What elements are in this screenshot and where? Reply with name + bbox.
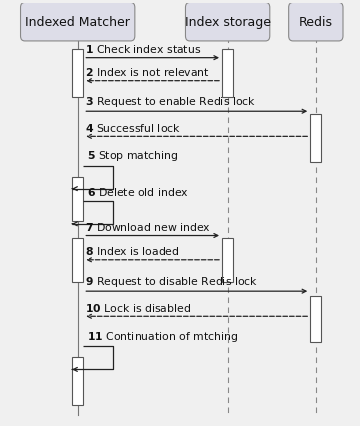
Text: $\mathbf{7}$ Download new index: $\mathbf{7}$ Download new index [85, 221, 211, 233]
Bar [310, 115, 321, 163]
Bar [222, 238, 233, 282]
FancyBboxPatch shape [289, 3, 343, 42]
Bar [72, 50, 83, 98]
Text: $\mathbf{3}$ Request to enable Redis lock: $\mathbf{3}$ Request to enable Redis loc… [85, 95, 256, 109]
Text: Redis: Redis [299, 16, 333, 29]
Text: Indexed Matcher: Indexed Matcher [25, 16, 130, 29]
Text: Index storage: Index storage [185, 16, 271, 29]
Bar [222, 50, 233, 98]
Bar [310, 296, 321, 343]
Text: $\mathbf{5}$ Stop matching: $\mathbf{5}$ Stop matching [87, 149, 178, 163]
Text: $\mathbf{6}$ Delete old index: $\mathbf{6}$ Delete old index [87, 186, 189, 198]
Text: $\mathbf{4}$ Successful lock: $\mathbf{4}$ Successful lock [85, 122, 181, 134]
Text: $\mathbf{9}$ Request to disable Redis lock: $\mathbf{9}$ Request to disable Redis lo… [85, 274, 258, 288]
Text: $\mathbf{2}$ Index is not relevant: $\mathbf{2}$ Index is not relevant [85, 66, 210, 78]
FancyBboxPatch shape [21, 3, 135, 42]
Text: $\mathbf{10}$ Lock is disabled: $\mathbf{10}$ Lock is disabled [85, 301, 191, 313]
Bar [72, 238, 83, 282]
Bar [72, 178, 83, 222]
FancyBboxPatch shape [185, 3, 270, 42]
Text: $\mathbf{11}$ Continuation of mtching: $\mathbf{11}$ Continuation of mtching [87, 329, 238, 343]
Text: $\mathbf{1}$ Check index status: $\mathbf{1}$ Check index status [85, 43, 201, 55]
Bar [72, 357, 83, 405]
Text: $\mathbf{8}$ Index is loaded: $\mathbf{8}$ Index is loaded [85, 245, 180, 257]
